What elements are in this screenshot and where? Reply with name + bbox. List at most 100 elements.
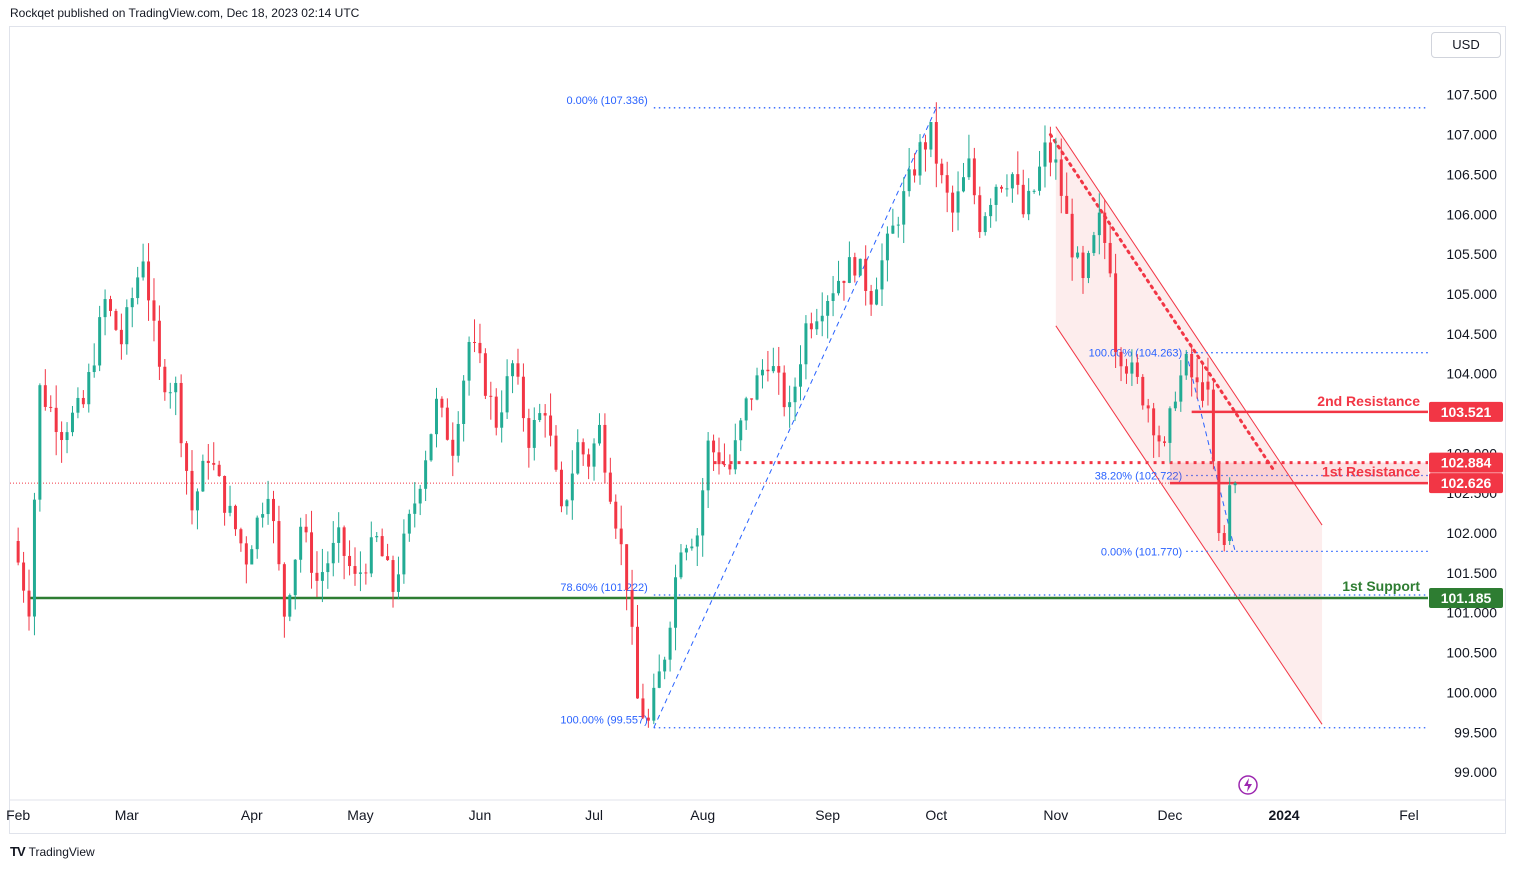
candle-body (1016, 174, 1020, 185)
candle-down (277, 505, 281, 571)
x-tick-label: Jul (585, 807, 603, 823)
fib-down-level-label: 100.00% (104.263) (1089, 348, 1183, 360)
candle-body (261, 514, 265, 518)
candle-down (1135, 354, 1139, 384)
candle-body (951, 192, 955, 213)
candle-body (1135, 362, 1139, 377)
candle-body (989, 204, 993, 217)
candle-body (239, 529, 243, 544)
candle-up (885, 226, 889, 282)
candle-up (65, 422, 69, 454)
candle-down (603, 413, 607, 484)
y-tick-label: 99.000 (1454, 764, 1497, 780)
candle-up (407, 509, 411, 542)
candle-down (1152, 402, 1156, 458)
candle-up (288, 593, 292, 622)
candle-body (760, 369, 764, 376)
candle-up (511, 360, 515, 394)
candle-body (837, 280, 841, 294)
candle-body (1000, 186, 1004, 189)
candle-body (1032, 190, 1036, 192)
tradingview-footer[interactable]: TV TradingView (10, 844, 95, 859)
candle-down (587, 448, 591, 480)
x-tick-label: 2024 (1268, 807, 1299, 823)
candle-body (815, 321, 819, 330)
candle-up (695, 528, 699, 567)
candle-body (462, 380, 466, 424)
candle-body (70, 412, 74, 433)
price-tag-1st-resistance (1429, 452, 1503, 473)
candle-body (967, 158, 971, 178)
candle-body (168, 392, 172, 394)
candle-up (1043, 125, 1047, 188)
candle-body (304, 526, 308, 533)
candle-body (157, 320, 161, 367)
candle-body (652, 687, 656, 721)
tradingview-brand: TradingView (28, 844, 95, 859)
candle-down (217, 460, 221, 477)
candle-body (581, 442, 585, 455)
candle-up (1184, 349, 1188, 380)
candle-down (1201, 364, 1205, 408)
candle-body (288, 595, 292, 617)
candle-up (961, 162, 965, 193)
candle-body (1179, 375, 1183, 402)
candle-body (27, 590, 31, 617)
candle-up (760, 359, 764, 389)
candle-body (380, 536, 384, 557)
candle-down (272, 490, 275, 544)
candle-body (1021, 184, 1025, 215)
candle-body (163, 366, 167, 393)
candle-body (587, 454, 591, 467)
candle-up (402, 519, 406, 584)
first-resistance-label: 1st Resistance (1322, 464, 1420, 480)
candle-body (114, 310, 118, 330)
candle-up (38, 383, 42, 512)
candle-body (913, 169, 917, 176)
currency-button[interactable]: USD (1431, 32, 1501, 58)
candle-up (136, 266, 140, 305)
candle-down (1021, 169, 1025, 218)
channel-lower-line (1055, 325, 1323, 725)
candle-body (853, 257, 857, 276)
y-tick-label: 105.000 (1446, 286, 1497, 302)
candle-down (782, 365, 786, 417)
candle-body (407, 513, 411, 534)
candle-body (532, 419, 536, 448)
candle-body (500, 412, 504, 428)
candle-body (277, 521, 281, 565)
candle-body (1222, 533, 1226, 545)
candle-body (54, 407, 58, 433)
candle-body (521, 376, 525, 419)
candle-down (1222, 525, 1226, 552)
first-support-label: 1st Support (1342, 578, 1420, 594)
candle-body (945, 175, 949, 193)
candle-down (923, 134, 927, 172)
candle-body (32, 499, 36, 617)
candle-body (195, 491, 199, 511)
candle-body (511, 363, 515, 377)
x-tick-label: Mar (115, 807, 139, 823)
candle-down (554, 425, 558, 472)
candle-down (581, 438, 585, 466)
candle-body (174, 382, 178, 393)
candle-body (771, 366, 775, 372)
candle-down (1141, 374, 1145, 410)
candle-down (712, 434, 716, 472)
candle-body (869, 290, 873, 305)
candle-up (326, 551, 330, 589)
candle-up (880, 243, 884, 306)
candle-body (961, 177, 965, 192)
price-tag-label: 101.185 (1441, 590, 1492, 606)
candle-down (163, 359, 167, 401)
candle-body (978, 195, 982, 233)
candle-up (592, 438, 596, 481)
candle-up (1005, 174, 1009, 197)
candle-up (674, 564, 678, 651)
y-tick-label: 105.500 (1446, 246, 1497, 262)
candle-body (712, 440, 716, 453)
candle-body (592, 443, 596, 467)
candle-body (630, 590, 634, 627)
candle-body (923, 142, 927, 150)
